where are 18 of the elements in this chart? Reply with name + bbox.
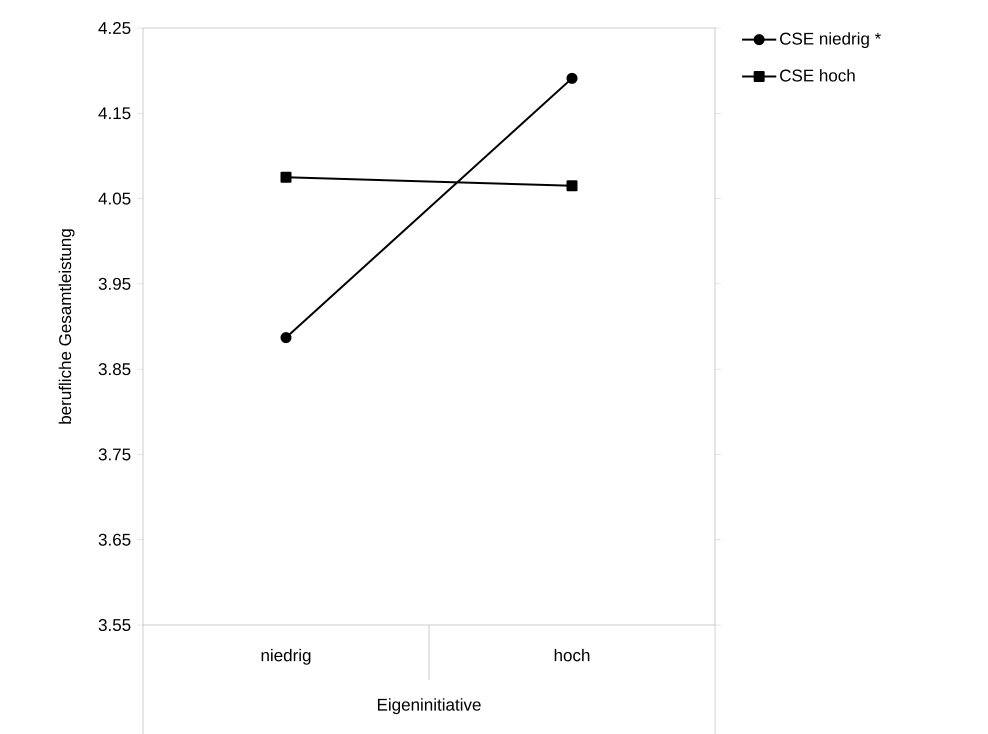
y-axis-title: berufliche Gesamtleistung [58,229,75,424]
y-tick-label: 3.65 [98,534,130,546]
x-tick-label: niedrig [262,648,310,665]
y-tick-label: 4.25 [98,22,130,34]
y-tick-label: 4.05 [98,192,130,205]
point [280,172,292,183]
x-tick-label: hoch [554,648,590,662]
legend-label: CSE hoch [780,69,855,82]
y-tick-label: 3.95 [98,278,130,290]
point [566,72,578,84]
x-axis-title: Eigeninitiative [378,698,481,714]
point [280,332,292,344]
y-tick-label: 3.55 [98,618,130,632]
y-tick-label: 3.75 [98,448,130,460]
y-tick-label: 3.85 [98,363,130,376]
point [566,180,578,192]
legend-label: CSE niedrig * [780,32,881,48]
y-tick-label: 4.15 [98,107,130,120]
